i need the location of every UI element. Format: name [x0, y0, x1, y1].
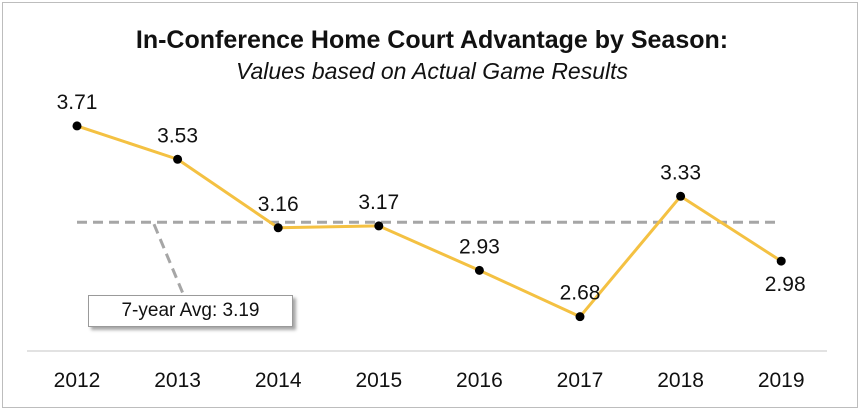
data-label-2013: 3.53 — [157, 124, 198, 147]
chart-frame — [2, 2, 858, 408]
x-tick-2018: 2018 — [657, 369, 704, 392]
chart-title: In-Conference Home Court Advantage by Se… — [135, 26, 729, 54]
x-tick-labels-group: 2012 2013 2014 2015 2016 2017 2018 2019 — [54, 369, 805, 392]
average-callout: 7-year Avg: 3.19 — [88, 295, 293, 327]
x-tick-2019: 2019 — [758, 369, 805, 392]
data-point-2018 — [676, 191, 686, 201]
data-labels-group: 3.71 3.53 3.16 3.17 2.93 2.68 3.33 2.98 — [57, 91, 806, 305]
data-label-2019: 2.98 — [765, 273, 806, 296]
x-tick-2012: 2012 — [54, 369, 101, 392]
x-tick-2016: 2016 — [456, 369, 503, 392]
average-leader-line — [152, 223, 186, 297]
data-point-2012 — [72, 121, 82, 131]
x-tick-2014: 2014 — [255, 369, 302, 392]
series-line — [76, 124, 783, 319]
x-tick-2015: 2015 — [355, 369, 402, 392]
series-group — [72, 121, 786, 322]
average-line-group — [77, 220, 778, 297]
data-label-2017: 2.68 — [560, 282, 601, 305]
data-point-2016 — [474, 265, 484, 275]
data-point-2013 — [173, 154, 183, 164]
data-label-2012: 3.71 — [57, 91, 98, 114]
data-point-2014 — [273, 223, 283, 233]
chart-subtitle: Values based on Actual Game Results — [235, 58, 629, 84]
data-label-2018: 3.33 — [660, 161, 701, 184]
data-label-2016: 2.93 — [459, 235, 500, 258]
x-tick-2013: 2013 — [154, 369, 201, 392]
data-point-2015 — [374, 221, 384, 231]
data-label-2014: 3.16 — [258, 193, 299, 216]
data-point-2019 — [776, 256, 786, 266]
data-point-2017 — [575, 312, 585, 322]
x-tick-2017: 2017 — [557, 369, 604, 392]
data-label-2015: 3.17 — [358, 191, 399, 214]
